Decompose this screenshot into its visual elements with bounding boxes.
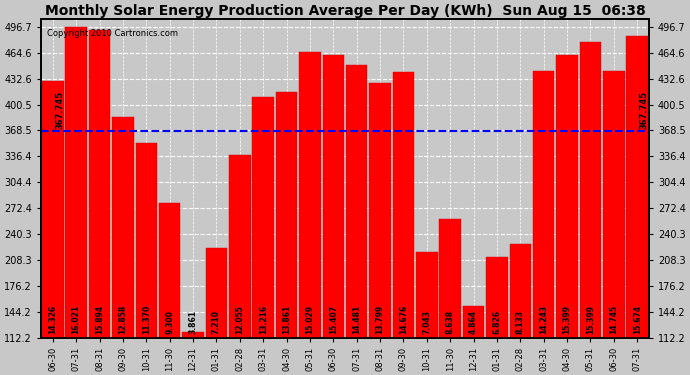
Text: 367.745: 367.745 (640, 90, 649, 129)
Bar (112, 117, 134, 375)
Text: 13.861: 13.861 (282, 304, 291, 333)
Bar (556, 55, 578, 375)
Text: 15.894: 15.894 (95, 304, 104, 333)
Bar (440, 219, 461, 375)
Text: 14.243: 14.243 (539, 304, 549, 333)
Text: 7.043: 7.043 (422, 309, 431, 333)
Text: 15.674: 15.674 (633, 304, 642, 333)
Text: 8.638: 8.638 (446, 309, 455, 333)
Bar (322, 55, 344, 375)
Text: 12.055: 12.055 (235, 304, 244, 333)
Bar (66, 27, 87, 375)
Bar (135, 143, 157, 375)
Text: 367.745: 367.745 (55, 90, 64, 129)
Text: 14.481: 14.481 (352, 304, 361, 333)
Bar (369, 82, 391, 375)
Text: 11.370: 11.370 (141, 304, 151, 333)
Bar (206, 248, 227, 375)
Bar (463, 306, 484, 375)
Bar (627, 36, 648, 375)
Text: 15.399: 15.399 (562, 304, 571, 333)
Bar (486, 257, 508, 375)
Title: Monthly Solar Energy Production Average Per Day (KWh)  Sun Aug 15  06:38: Monthly Solar Energy Production Average … (45, 4, 645, 18)
Text: 7.210: 7.210 (212, 309, 221, 333)
Text: 13.216: 13.216 (259, 304, 268, 333)
Bar (510, 244, 531, 375)
Text: 15.407: 15.407 (329, 304, 338, 333)
Text: 15.399: 15.399 (586, 304, 595, 333)
Bar (603, 71, 624, 375)
Text: 14.326: 14.326 (48, 304, 57, 333)
Text: 14.745: 14.745 (609, 304, 618, 333)
Text: 3.861: 3.861 (188, 309, 197, 333)
Text: 8.133: 8.133 (516, 309, 525, 333)
Bar (299, 52, 321, 375)
Bar (580, 42, 601, 375)
Text: 9.300: 9.300 (165, 310, 174, 333)
Text: Copyright 2010 Cartronics.com: Copyright 2010 Cartronics.com (47, 29, 178, 38)
Bar (182, 332, 204, 375)
Text: 16.021: 16.021 (72, 304, 81, 333)
Text: 6.826: 6.826 (493, 309, 502, 333)
Bar (346, 66, 368, 375)
Text: 4.864: 4.864 (469, 309, 478, 333)
Bar (89, 30, 110, 375)
Text: 15.029: 15.029 (306, 304, 315, 333)
Bar (533, 71, 555, 375)
Bar (276, 92, 297, 375)
Text: 14.676: 14.676 (399, 304, 408, 333)
Bar (159, 203, 180, 375)
Bar (229, 156, 250, 375)
Text: 12.858: 12.858 (119, 304, 128, 333)
Bar (393, 72, 414, 375)
Bar (253, 97, 274, 375)
Text: 13.799: 13.799 (375, 304, 384, 333)
Bar (42, 81, 63, 375)
Bar (416, 252, 437, 375)
